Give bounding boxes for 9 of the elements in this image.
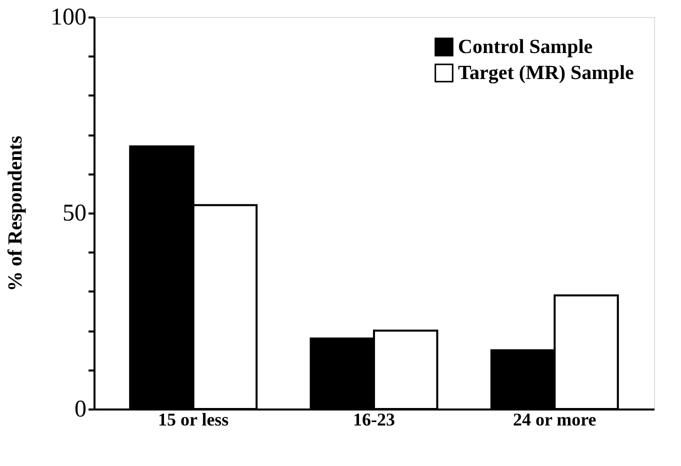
y-tick-label: 100 <box>50 4 86 30</box>
x-tick-label: 16-23 <box>353 410 395 430</box>
legend-label: Target (MR) Sample <box>458 62 634 84</box>
legend-label: Control Sample <box>458 36 593 58</box>
x-tick-label: 24 or more <box>512 410 596 430</box>
y-tick-label: 0 <box>74 396 86 422</box>
x-tick-label: 15 or less <box>158 410 229 430</box>
y-tick-label: 50 <box>62 200 86 226</box>
y-axis-title: % of Respondents <box>4 135 26 292</box>
